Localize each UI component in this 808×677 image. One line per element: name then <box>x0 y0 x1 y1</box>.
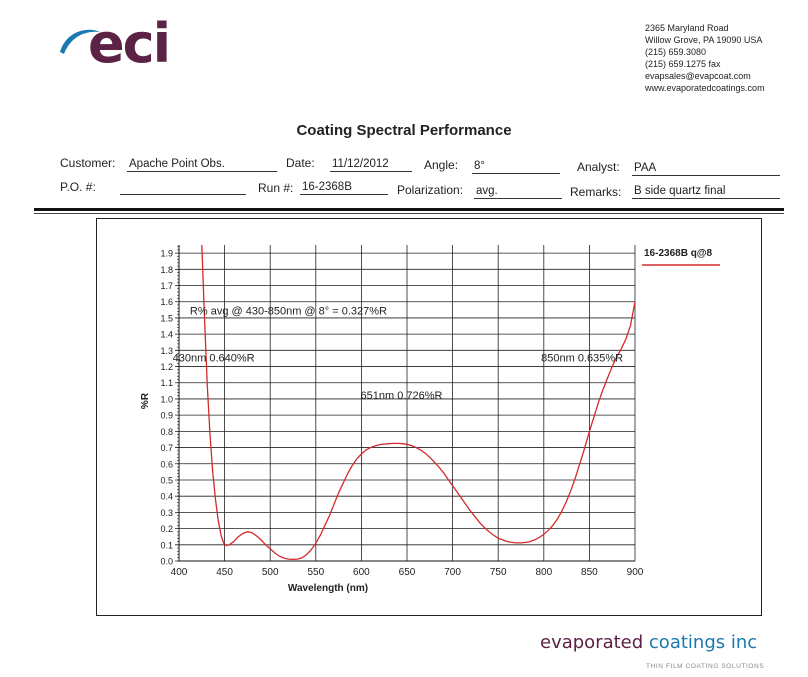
document-title: Coating Spectral Performance <box>296 122 512 139</box>
y-tick-label: 0.4 <box>160 492 173 502</box>
y-tick-label: 1.0 <box>160 394 173 404</box>
x-tick-label: 550 <box>307 567 324 578</box>
run-label: Run #: <box>258 181 294 195</box>
y-tick-label: 0.3 <box>160 508 173 518</box>
y-tick-label: 0.9 <box>160 411 173 421</box>
y-tick-label: 1.8 <box>160 265 173 275</box>
fax-line: (215) 659.1275 fax <box>645 59 721 69</box>
analyst-label: Analyst: <box>577 160 620 174</box>
y-tick-label: 0.8 <box>160 427 173 437</box>
date-label: Date: <box>286 156 315 170</box>
customer-label: Customer: <box>60 156 116 170</box>
remarks-value: B side quartz final <box>632 184 780 199</box>
footer-tagline: THIN FILM COATING SOLUTIONS <box>646 663 765 670</box>
y-tick-label: 1.7 <box>160 281 173 291</box>
x-tick-label: 850 <box>581 567 598 578</box>
polarization-label: Polarization: <box>397 183 464 197</box>
y-tick-label: 0.6 <box>160 459 173 469</box>
x-tick-label: 900 <box>627 567 644 578</box>
x-tick-label: 450 <box>216 567 233 578</box>
date-value: 11/12/2012 <box>330 157 412 172</box>
eci-logo-text: eci <box>88 12 171 75</box>
footer-brand: evaporated coatings inc <box>540 632 757 653</box>
series-line <box>201 244 636 561</box>
chart-annotation: 430nm 0.640%R <box>173 353 255 365</box>
y-tick-label: 0.7 <box>160 443 173 453</box>
y-tick-label: 1.2 <box>160 362 173 372</box>
run-value: 16-2368B <box>300 180 388 195</box>
website-line: www.evaporatedcoatings.com <box>645 83 765 93</box>
x-tick-label: 700 <box>444 567 461 578</box>
po-value <box>120 180 246 195</box>
x-tick-label: 800 <box>535 567 552 578</box>
angle-label: Angle: <box>424 158 459 172</box>
angle-value: 8° <box>472 159 560 174</box>
y-tick-label: 0.5 <box>160 475 173 485</box>
phone-line: (215) 659.3080 <box>645 47 707 57</box>
chart-frame: 400 450 500 550 600 650 700 750 800 850 900 0.0 0.1 0… <box>96 218 762 616</box>
y-axis-title: %R <box>140 392 151 409</box>
chart-annotation: 651nm 0.726%R <box>361 390 443 402</box>
y-tick-label: 1.1 <box>160 378 173 388</box>
footer-brand-part2: coatings inc <box>648 632 758 653</box>
x-tick-label: 600 <box>353 567 370 578</box>
eci-logo-swoosh <box>60 29 100 54</box>
chart-annotation: R% avg @ 430-850nm @ 8° = 0.327%R <box>190 306 387 318</box>
legend-label: 16-2368B q@8 <box>644 248 713 259</box>
x-tick-label: 750 <box>490 567 507 578</box>
y-tick-label: 1.3 <box>160 346 173 356</box>
reflectance-chart: 400 450 500 550 600 650 700 750 800 850 900 0.0 0.1 0… <box>140 244 720 594</box>
polarization-value: avg. <box>474 184 562 199</box>
analyst-value: PAA <box>632 161 780 176</box>
y-tick-label: 0.2 <box>160 524 173 534</box>
remarks-label: Remarks: <box>570 185 622 199</box>
email-line: evapsales@evapcoat.com <box>645 71 751 81</box>
y-tick-label: 1.9 <box>160 249 173 259</box>
y-tick-label: 0.1 <box>160 540 173 550</box>
x-tick-label: 650 <box>399 567 416 578</box>
address-line: 2365 Maryland Road <box>645 23 729 33</box>
chart-annotation: 850nm 0.635%R <box>541 353 623 365</box>
company-address: 2365 Maryland Road Willow Grove, PA 1909… <box>645 22 765 94</box>
header-divider-thin <box>34 213 784 214</box>
y-tick-label: 1.5 <box>160 313 173 323</box>
y-tick-label: 1.6 <box>160 297 173 307</box>
header-divider-thick <box>34 208 784 211</box>
customer-value: Apache Point Obs. <box>127 157 277 172</box>
address-line: Willow Grove, PA 19090 USA <box>645 35 763 45</box>
y-tick-label: 1.4 <box>160 330 173 340</box>
po-label: P.O. #: <box>60 180 96 194</box>
x-tick-label: 500 <box>262 567 279 578</box>
x-axis-title: Wavelength (nm) <box>288 583 368 594</box>
y-tick-label: 0.0 <box>160 557 173 567</box>
footer-brand-part1: evaporated <box>540 632 649 653</box>
x-tick-label: 400 <box>171 567 188 578</box>
